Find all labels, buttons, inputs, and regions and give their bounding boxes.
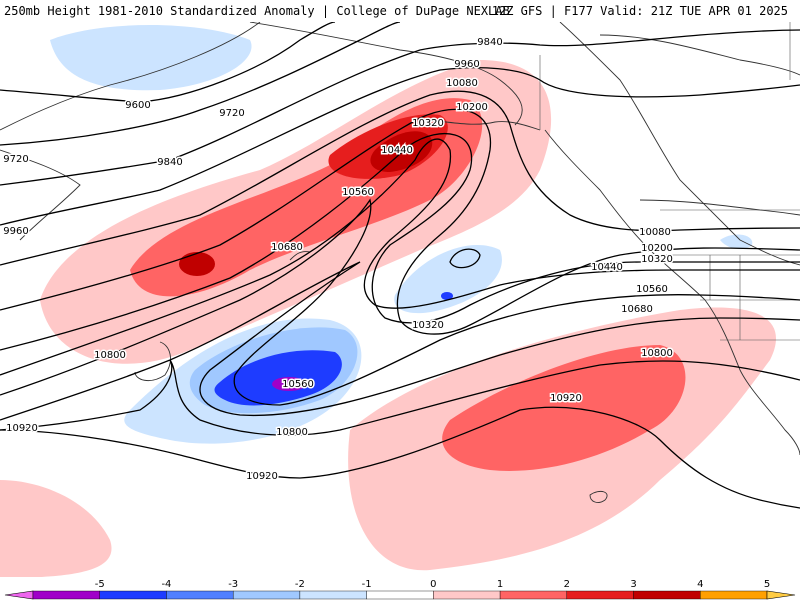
colorbar-svg: -5 -4 -3 -2 -1 0 1 2 3 4 5 [4, 579, 796, 600]
contour-labels: 9600 9720 9720 9840 9840 9960 9960 10080… [2, 36, 675, 484]
contour-label-9720b: 9720 [3, 154, 28, 165]
contour-10080 [0, 90, 800, 266]
colorbar-swatch [499, 590, 568, 600]
contour-label-10920b: 10920 [246, 471, 278, 482]
colorbar-tick-label: -4 [161, 579, 171, 590]
contour-label-10920: 10920 [6, 423, 38, 434]
contour-label-10080: 10080 [446, 78, 478, 89]
colorbar-swatch [299, 590, 367, 600]
contour-label-10800c: 10800 [641, 348, 673, 359]
map-panel: 9600 9720 9720 9840 9840 9960 9960 10080… [0, 22, 800, 577]
colorbar-swatch [166, 590, 234, 600]
colorbar-swatch [633, 590, 701, 600]
contour-10440b [449, 248, 481, 269]
colorbar-swatches [4, 590, 796, 600]
colorbar-swatch [99, 590, 167, 600]
colorbar-tick-label: -5 [95, 579, 105, 590]
contour-label-9600: 9600 [125, 100, 150, 111]
contour-label-10800: 10800 [94, 350, 126, 361]
contour-label-10680b: 10680 [621, 304, 653, 315]
contour-label-10920c: 10920 [550, 393, 582, 404]
contour-label-10560b: 10560 [282, 379, 314, 390]
contour-label-10200: 10200 [456, 102, 488, 113]
negative-anomaly-2sd [214, 292, 453, 406]
colorbar-tick-label: 3 [630, 579, 636, 590]
colorbar-swatch [566, 590, 634, 600]
colorbar-swatch [700, 590, 768, 600]
contour-label-10320: 10320 [412, 118, 444, 129]
colorbar-tick-label: 4 [697, 579, 703, 590]
contour-label-9840b: 9840 [477, 37, 502, 48]
colorbar-tick-label: -1 [362, 579, 372, 590]
contour-label-10560c: 10560 [636, 284, 668, 295]
height-contours [0, 22, 800, 509]
contour-9840 [0, 29, 800, 186]
contour-label-10320c: 10320 [641, 254, 673, 265]
contour-9600 [0, 22, 336, 103]
contour-label-10440b: 10440 [591, 262, 623, 273]
contour-10920 [0, 406, 800, 509]
colorbar-tick-label: -2 [295, 579, 305, 590]
colorbar: -5 -4 -3 -2 -1 0 1 2 3 4 5 [0, 577, 800, 600]
colorbar-swatch [32, 590, 100, 600]
contour-label-9720: 9720 [219, 108, 244, 119]
contour-10440 [0, 138, 800, 376]
contour-10560 [0, 198, 800, 406]
contour-10200 [0, 108, 800, 335]
colorbar-tick-label: 1 [497, 579, 503, 590]
contour-9960 [0, 67, 800, 226]
contour-label-10800b: 10800 [276, 427, 308, 438]
map-header: 250mb Height 1981-2010 Standardized Anom… [0, 0, 800, 22]
contour-label-9960b: 9960 [454, 59, 479, 70]
contour-10800 [0, 359, 800, 436]
political-borders [539, 22, 800, 341]
contour-label-10200b: 10200 [641, 243, 673, 254]
anomaly-map: 9600 9720 9720 9840 9840 9960 9960 10080… [0, 22, 800, 577]
colorbar-tick-label: 2 [564, 579, 570, 590]
contour-label-10560: 10560 [342, 187, 374, 198]
contour-label-10680: 10680 [271, 242, 303, 253]
colorbar-tick-label: 0 [430, 579, 436, 590]
model-run-info: 12Z GFS | F177 Valid: 21Z TUE APR 01 202… [491, 4, 788, 18]
colorbar-ticks: -5 -4 -3 -2 -1 0 1 2 3 4 5 [95, 579, 770, 590]
colorbar-swatch [433, 590, 501, 600]
negative-anomaly-3sd [272, 377, 306, 391]
colorbar-swatch [232, 590, 301, 600]
contour-label-10080b: 10080 [639, 227, 671, 238]
contour-10680 [0, 261, 800, 421]
contour-10320 [0, 132, 800, 351]
contour-label-10440: 10440 [381, 145, 413, 156]
contour-label-10320b: 10320 [412, 320, 444, 331]
colorbar-tick-label: -3 [228, 579, 238, 590]
colorbar-left-arrow [4, 590, 34, 600]
contour-label-9960: 9960 [3, 226, 28, 237]
contour-9720 [0, 22, 401, 146]
contour-label-9840: 9840 [157, 157, 182, 168]
colorbar-right-arrow [766, 590, 796, 600]
map-title: 250mb Height 1981-2010 Standardized Anom… [4, 4, 510, 18]
colorbar-swatch [366, 590, 434, 600]
colorbar-tick-label: 5 [764, 579, 770, 590]
